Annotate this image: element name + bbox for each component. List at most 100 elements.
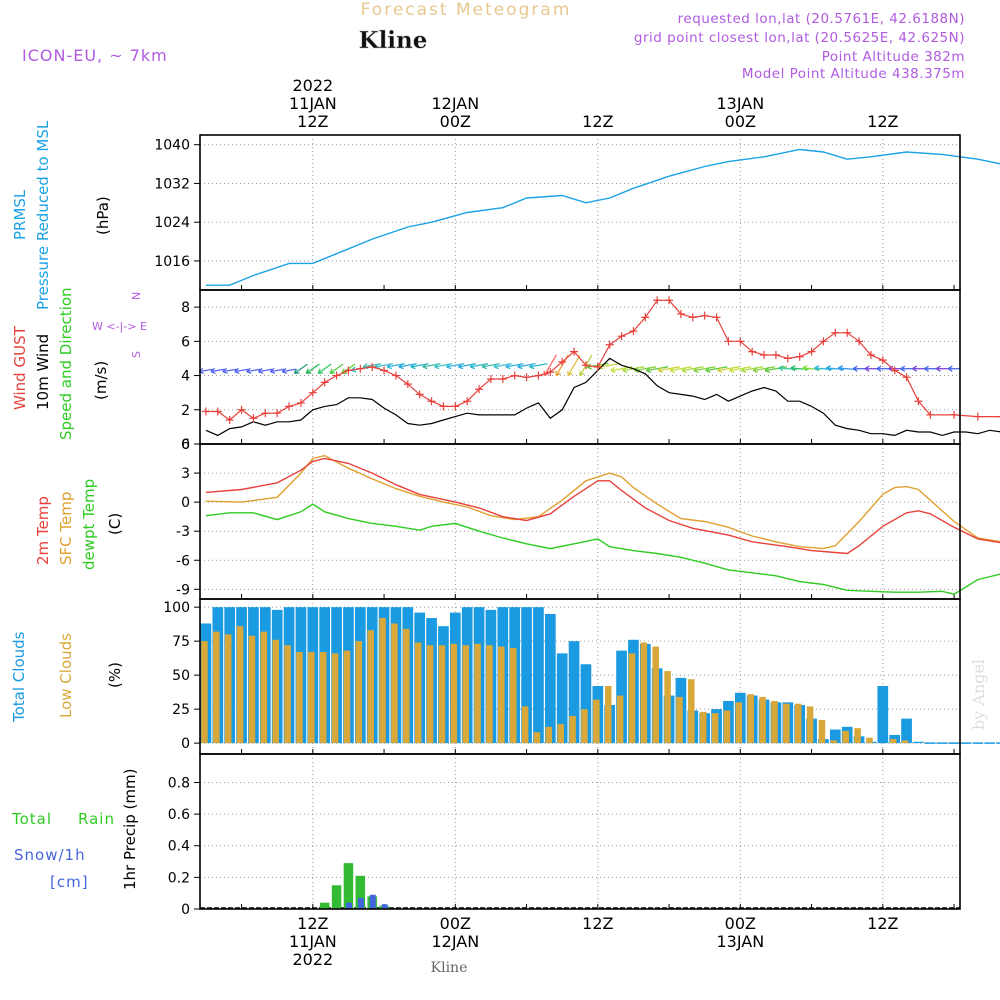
wind-arrow-head [493,363,499,370]
low-cloud-bar [569,715,576,744]
gust-marker [475,385,484,394]
wind-arrow [294,363,308,374]
gust-marker [688,313,697,322]
wind-arrow-head [257,367,264,375]
wind-arrow-head [693,366,699,374]
temp-tick-label: 0 [181,495,190,511]
top-time-label: 2022 [292,76,333,95]
gust-marker [368,363,377,371]
bottom-time-label: 12JAN [431,932,479,951]
wind-labels: Wind GUST 10m Wind Speed and Direction (… [11,287,147,440]
wind-arrow-head [778,365,784,372]
pressure-plot-area [200,135,960,290]
wind-arrow [658,366,681,372]
wind-arrow-head [837,365,844,372]
low-cloud-bar [414,642,422,744]
plot-panels: 104010321024101686420630-3-6-91007550250… [154,134,1000,918]
gust-marker [878,356,887,365]
low-cloud-bar [604,686,612,744]
precip-panel: 0.8 0.6 0.4 0.2 0 [168,754,960,918]
bottom-time-label: 12Z [582,914,613,933]
cloud-bars [200,607,1000,744]
temp2m-line [205,457,1000,555]
top-time-label: 12JAN [431,94,479,113]
low-cloud-bar [664,671,671,744]
model-altitude: Model Point Altitude 438.375m [742,66,965,82]
bottom-time-label: 12Z [867,914,898,933]
gust-marker [451,402,460,411]
gust-marker [819,337,828,346]
rain-bar [343,863,354,909]
snow-bar [381,904,388,909]
sfc-temp-label: SFC Temp [57,492,75,565]
wind-tick-label: 8 [181,300,190,316]
wind-arrow-head [246,367,252,375]
wind-arrow-head [386,363,392,370]
wind-arrow-head [305,368,312,374]
wind-arrow [234,368,249,373]
gust-marker [605,340,614,349]
low-cloud-bar [533,732,541,744]
temp-tick-label: -9 [176,582,190,598]
low-cloud-bar [593,699,600,744]
wind-arrows [198,354,961,377]
wind-arrow-head [622,366,628,374]
gust-marker [855,337,864,346]
snow-label: Snow/1h [14,846,86,864]
wind-arrow [778,367,797,371]
low-cloud-bar [474,643,481,744]
low-cloud-bar [284,645,291,744]
wind-arrow-head [645,366,652,374]
low-cloud-bar [403,628,410,744]
low-cloud-bar [699,711,707,744]
wind-arrow [802,367,821,371]
gust-markers [201,296,1000,425]
top-time-label: 11JAN [289,94,337,113]
wind-arrow [198,368,213,373]
wind-arrow-head [876,365,882,372]
wind-arrow-head [422,363,428,370]
gust-marker [463,397,472,406]
gust-marker [926,410,935,419]
gust-marker [320,378,329,387]
low-cloud-bar [759,696,766,744]
gust-marker [427,397,436,406]
gust-marker [676,309,685,318]
gust-marker [391,371,400,380]
wind-arrow-head [579,370,585,377]
gust-marker [629,327,638,336]
wind10m-line [205,357,1000,437]
wind-arrow [646,366,669,372]
wind-arrow-head [505,363,511,370]
gust-marker [570,347,579,356]
wind-arrow-head [317,368,324,374]
wind-arrow-head [764,366,771,374]
total-cloud-bar [829,729,841,744]
wind-arrow-head [222,367,228,375]
low-cloud-bar [367,630,374,744]
model-label: ICON-EU, ~ 7km [22,46,168,65]
total-cloud-bar [580,664,592,744]
total-clouds-label: Total Clouds [10,631,28,723]
sfc-temp-line [205,454,1000,550]
gust-marker [795,352,804,361]
low-cloud-bar [901,740,909,744]
low-cloud-bar [616,695,624,744]
wind-arrow-head [852,365,858,372]
gust-marker [771,351,780,360]
compass-we: W <-|-> E [92,320,147,333]
gust-marker [890,366,899,375]
temp2m-label: 2m Temp [34,496,52,565]
low-cloud-bar [794,703,802,744]
gust-marker [486,374,495,383]
low-cloud-bar [426,645,434,744]
dewpt-line [205,503,1000,595]
pressure-panel: 1040 1032 1024 1016 [154,135,960,290]
wind-arrow-head [481,363,487,370]
bottom-time-label: 2022 [292,950,333,969]
low-cloud-bar [866,737,873,744]
top-time-label: 00Z [440,112,471,131]
low-cloud-bar [854,728,861,744]
wind-tick-label: 2 [181,403,190,419]
wind-arrow [529,363,548,368]
